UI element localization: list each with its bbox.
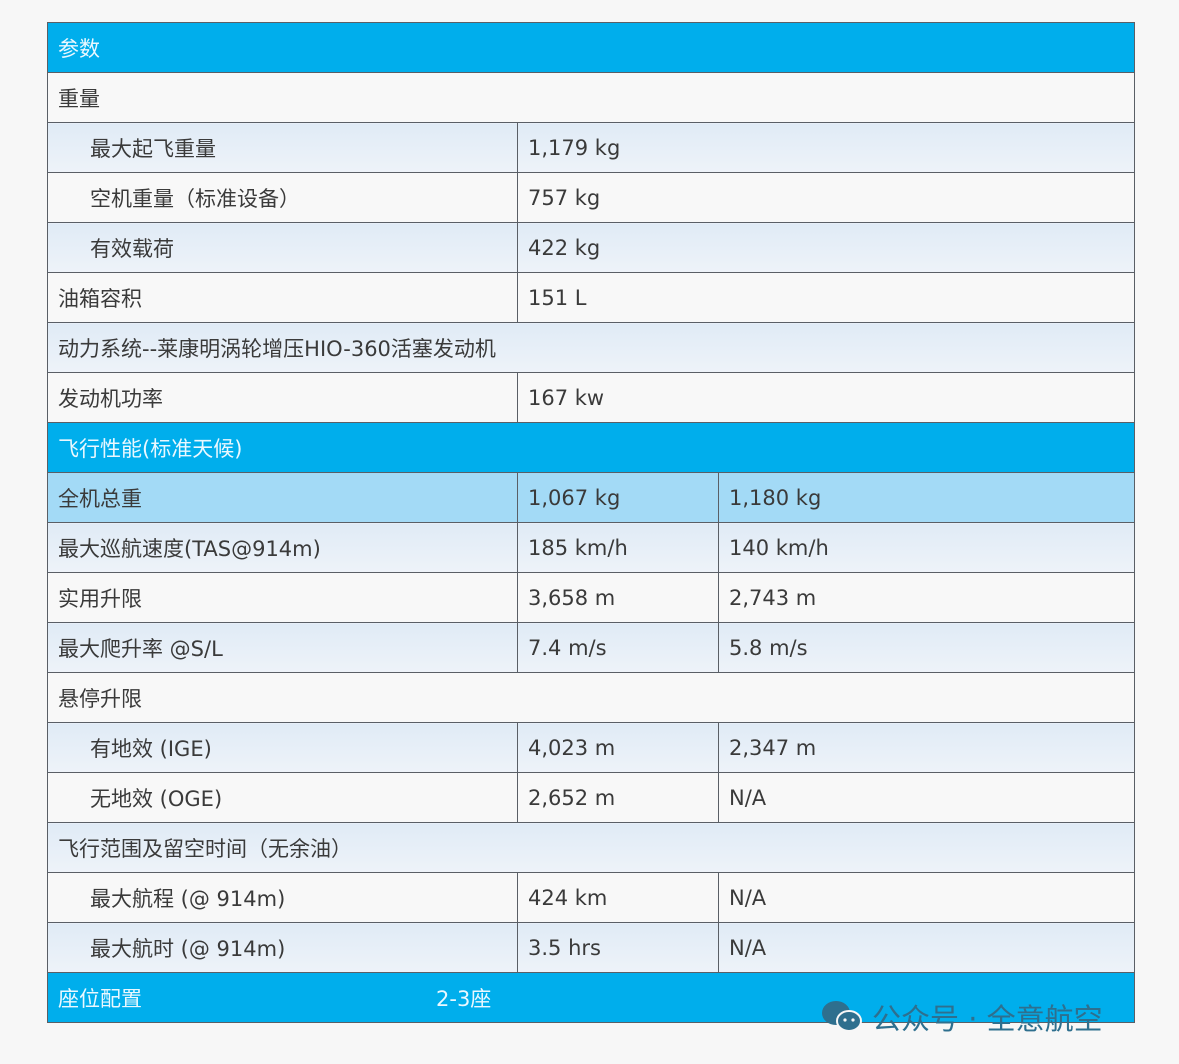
row-value-2: N/A <box>718 872 1135 923</box>
table-row: 实用升限 3,658 m 2,743 m <box>47 572 1135 623</box>
row-value-2: N/A <box>718 772 1135 823</box>
row-label: 油箱容积 <box>47 272 518 323</box>
row-label: 实用升限 <box>47 572 518 623</box>
row-value-1: 2,652 m <box>517 772 719 823</box>
row-value-1: 4,023 m <box>517 722 719 773</box>
table-row: 最大巡航速度(TAS@914m) 185 km/h 140 km/h <box>47 522 1135 573</box>
row-label: 发动机功率 <box>47 372 518 423</box>
row-value-2: 2,347 m <box>718 722 1135 773</box>
row-value-2: 1,180 kg <box>718 472 1135 523</box>
row-label: 有地效 (IGE) <box>47 722 518 773</box>
table-row: 空机重量（标准设备） 757 kg <box>47 172 1135 223</box>
row-value: 757 kg <box>517 172 1135 223</box>
table-row: 悬停升限 <box>47 672 1135 723</box>
row-value-1: 1,067 kg <box>517 472 719 523</box>
row-value: 151 L <box>517 272 1135 323</box>
row-label: 最大起飞重量 <box>47 122 518 173</box>
table-row: 最大航程 (@ 914m) 424 km N/A <box>47 872 1135 923</box>
table-row: 发动机功率 167 kw <box>47 372 1135 423</box>
row-label: 最大爬升率 @S/L <box>47 622 518 673</box>
row-value-2: 140 km/h <box>718 522 1135 573</box>
watermark-text: 公众号 · 全意航空 <box>872 1002 1103 1036</box>
group-label: 动力系统--莱康明涡轮增压HIO-360活塞发动机 <box>47 322 1135 373</box>
table-row: 重量 <box>47 72 1135 123</box>
row-label: 全机总重 <box>47 472 518 523</box>
watermark: 公众号 · 全意航空 <box>820 996 1103 1038</box>
seat-value: 2-3座 <box>436 986 492 1011</box>
row-value: 422 kg <box>517 222 1135 273</box>
row-value: 167 kw <box>517 372 1135 423</box>
table-row: 无地效 (OGE) 2,652 m N/A <box>47 772 1135 823</box>
seat-label: 座位配置 <box>58 986 142 1011</box>
table-row: 飞行范围及留空时间（无余油） <box>47 822 1135 873</box>
row-value-1: 424 km <box>517 872 719 923</box>
row-label: 空机重量（标准设备） <box>47 172 518 223</box>
row-value-2: 2,743 m <box>718 572 1135 623</box>
table-row: 有效载荷 422 kg <box>47 222 1135 273</box>
row-value-1: 185 km/h <box>517 522 719 573</box>
row-value-2: 5.8 m/s <box>718 622 1135 673</box>
row-value-1: 7.4 m/s <box>517 622 719 673</box>
row-value: 1,179 kg <box>517 122 1135 173</box>
spec-table: 参数 重量 最大起飞重量 1,179 kg 空机重量（标准设备） 757 kg 有效… <box>47 22 1135 1023</box>
row-value-1: 3.5 hrs <box>517 922 719 973</box>
group-label: 飞行范围及留空时间（无余油） <box>47 822 1135 873</box>
row-label: 最大航时 (@ 914m) <box>47 922 518 973</box>
section-header-performance: 飞行性能(标准天候) <box>47 422 1135 473</box>
group-label: 重量 <box>47 72 1135 123</box>
table-row: 全机总重 1,067 kg 1,180 kg <box>47 472 1135 523</box>
table-row: 油箱容积 151 L <box>47 272 1135 323</box>
row-label: 无地效 (OGE) <box>47 772 518 823</box>
group-label: 悬停升限 <box>47 672 1135 723</box>
wechat-icon <box>822 1001 862 1032</box>
table-row: 动力系统--莱康明涡轮增压HIO-360活塞发动机 <box>47 322 1135 373</box>
row-value-1: 3,658 m <box>517 572 719 623</box>
table-row: 有地效 (IGE) 4,023 m 2,347 m <box>47 722 1135 773</box>
table-row: 最大爬升率 @S/L 7.4 m/s 5.8 m/s <box>47 622 1135 673</box>
table-row: 最大起飞重量 1,179 kg <box>47 122 1135 173</box>
row-value-2: N/A <box>718 922 1135 973</box>
row-label: 最大巡航速度(TAS@914m) <box>47 522 518 573</box>
section-header-params: 参数 <box>47 22 1135 73</box>
row-label: 最大航程 (@ 914m) <box>47 872 518 923</box>
row-label: 有效载荷 <box>47 222 518 273</box>
seat-row: 座位配置 2-3座 <box>47 972 1135 1023</box>
table-row: 最大航时 (@ 914m) 3.5 hrs N/A <box>47 922 1135 973</box>
